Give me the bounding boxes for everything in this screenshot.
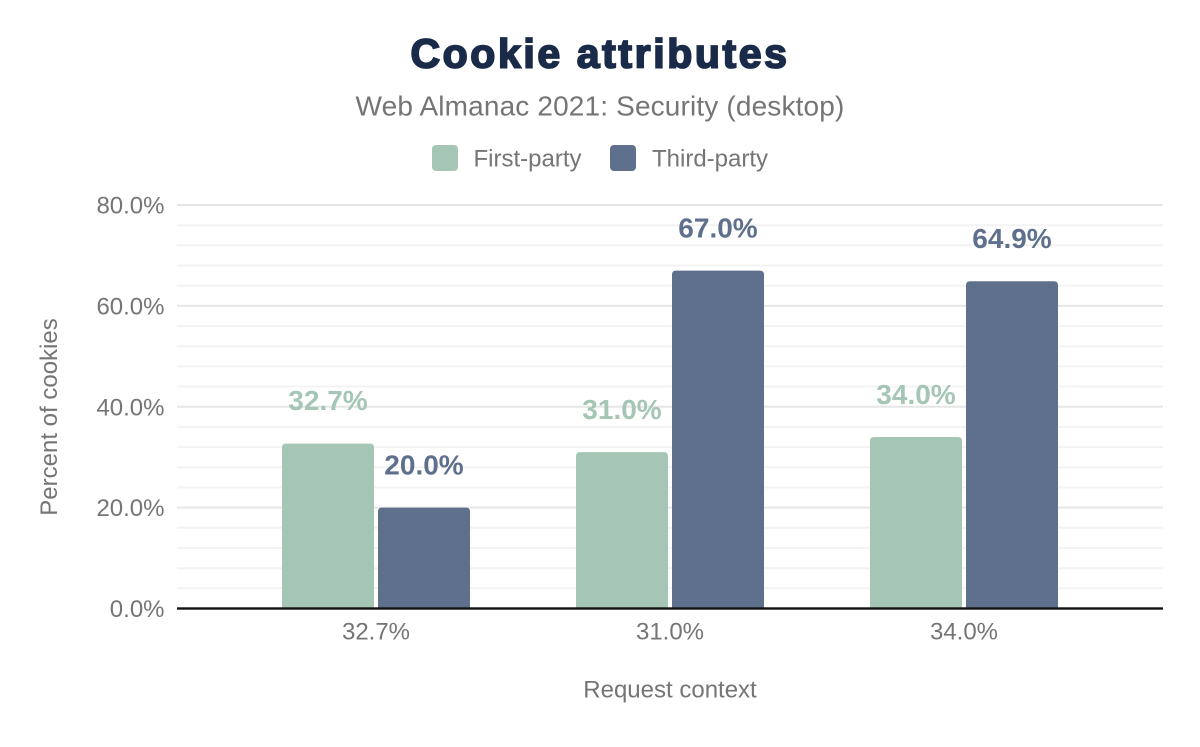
svg-text:34.0%: 34.0% [876,379,955,410]
svg-text:0.0%: 0.0% [110,596,165,623]
svg-text:31.0%: 31.0% [582,394,661,425]
svg-text:34.0%: 34.0% [930,619,998,646]
svg-text:32.7%: 32.7% [288,385,367,416]
svg-text:Web Almanac 2021: Security (de: Web Almanac 2021: Security (desktop) [356,91,845,122]
svg-text:Cookie attributes: Cookie attributes [410,31,789,77]
svg-text:First-party: First-party [474,146,582,173]
svg-text:20.0%: 20.0% [384,450,463,481]
svg-text:80.0%: 80.0% [96,193,164,220]
svg-text:32.7%: 32.7% [342,619,410,646]
svg-text:60.0%: 60.0% [96,294,164,321]
svg-text:20.0%: 20.0% [96,495,164,522]
svg-text:Percent of cookies: Percent of cookies [36,318,63,515]
svg-text:40.0%: 40.0% [96,394,164,421]
svg-text:Third-party: Third-party [652,146,768,173]
svg-text:31.0%: 31.0% [636,619,704,646]
svg-text:64.9%: 64.9% [972,223,1051,254]
svg-text:67.0%: 67.0% [678,213,757,244]
svg-text:Request context: Request context [583,676,757,703]
